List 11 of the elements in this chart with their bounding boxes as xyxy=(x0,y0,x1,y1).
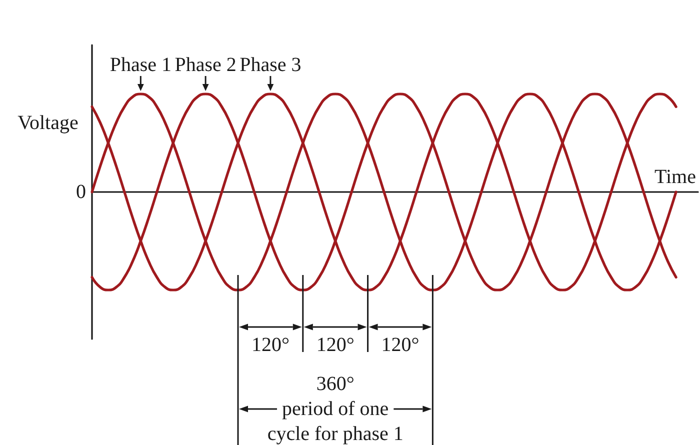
text: 120° xyxy=(381,334,420,356)
series-label: Phase 3 xyxy=(240,54,302,76)
series-label: Phase 2 xyxy=(174,54,236,76)
series-label: Phase 1 xyxy=(110,54,172,76)
text: 120° xyxy=(316,334,354,356)
text: 360° xyxy=(316,373,354,395)
y-axis-title: Voltage xyxy=(18,112,78,134)
text: 120° xyxy=(251,334,290,356)
text: 0 xyxy=(76,181,86,203)
x-axis-title: Time xyxy=(654,166,696,188)
text: period of one cycle for phase 1 xyxy=(267,398,404,445)
